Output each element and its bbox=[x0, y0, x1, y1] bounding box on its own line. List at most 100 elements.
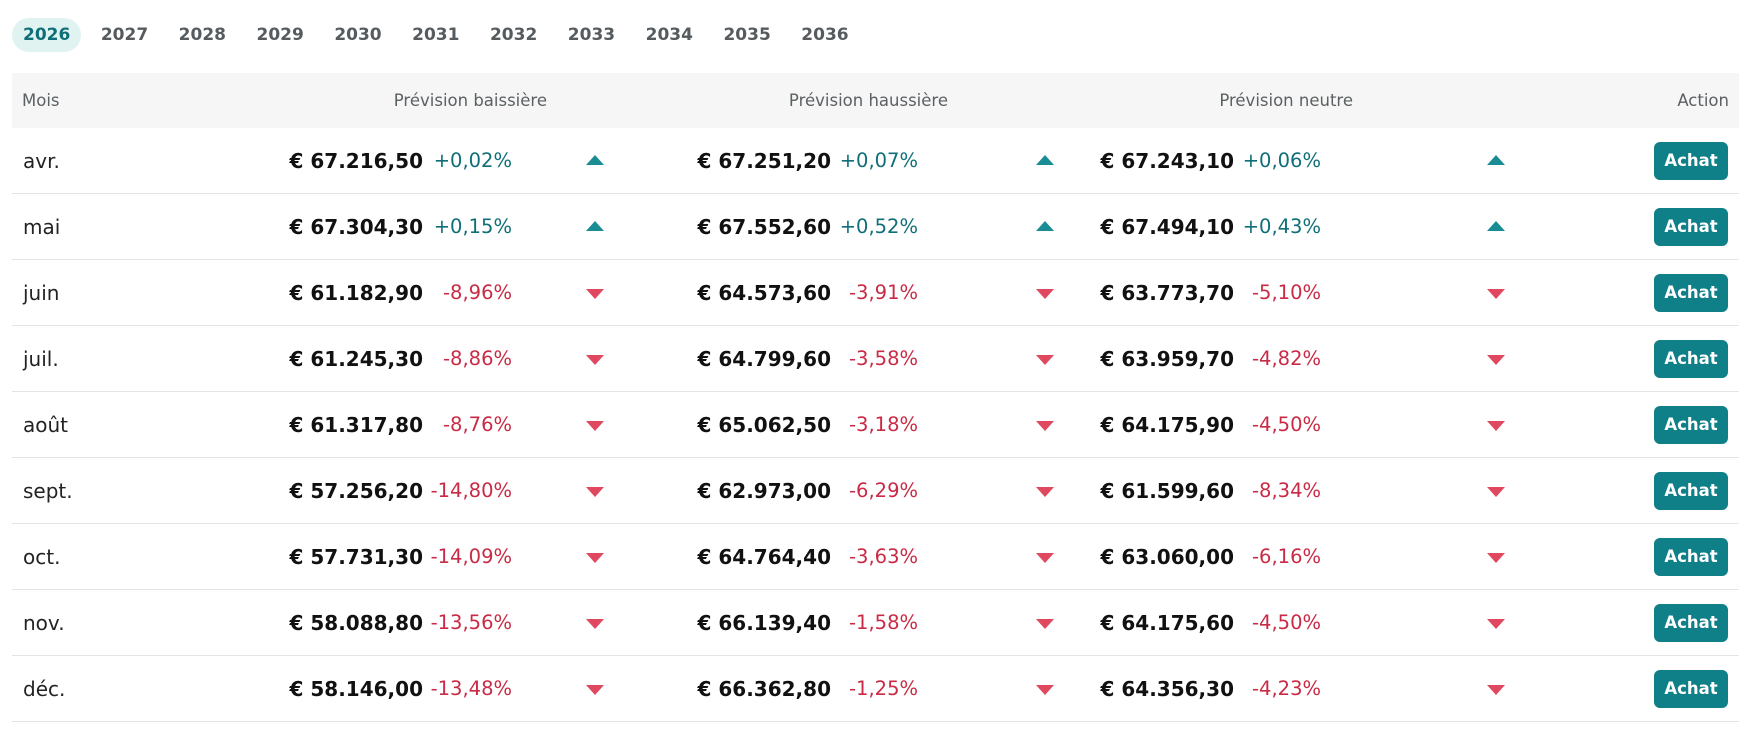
bear-change-percent: -8,96% bbox=[443, 281, 512, 304]
month-cell: juin bbox=[23, 281, 60, 305]
header-action: Action bbox=[1677, 91, 1729, 110]
bear-change-percent: +0,15% bbox=[433, 215, 512, 238]
bear-price: € 67.304,30 bbox=[289, 215, 424, 239]
year-tab-2029[interactable]: 2029 bbox=[256, 25, 304, 45]
triangle-down-icon bbox=[1036, 487, 1054, 497]
triangle-down-icon bbox=[586, 553, 604, 563]
triangle-down-icon bbox=[1487, 553, 1505, 563]
year-tab-2031[interactable]: 2031 bbox=[412, 25, 460, 45]
bull-price: € 66.139,40 bbox=[697, 611, 832, 635]
triangle-down-icon bbox=[1036, 355, 1054, 365]
header-month: Mois bbox=[22, 91, 60, 110]
triangle-down-icon bbox=[586, 685, 604, 695]
year-tab-2028[interactable]: 2028 bbox=[178, 25, 226, 45]
month-cell: août bbox=[23, 413, 69, 437]
bull-price: € 64.799,60 bbox=[697, 347, 832, 371]
triangle-down-icon bbox=[586, 289, 604, 299]
table-header: Mois Prévision baissière Prévision hauss… bbox=[12, 73, 1739, 128]
neut-price: € 67.243,10 bbox=[1100, 149, 1235, 173]
neut-change-percent: -5,10% bbox=[1252, 281, 1321, 304]
year-tab-2026[interactable]: 2026 bbox=[12, 18, 82, 52]
bear-change-percent: -8,76% bbox=[443, 413, 512, 436]
bull-change-percent: +0,52% bbox=[839, 215, 918, 238]
forecast-table: Mois Prévision baissière Prévision hauss… bbox=[12, 73, 1739, 722]
year-tab-2030[interactable]: 2030 bbox=[334, 25, 382, 45]
bull-price: € 67.251,20 bbox=[697, 149, 832, 173]
bull-change-percent: -3,91% bbox=[849, 281, 918, 304]
triangle-down-icon bbox=[1036, 289, 1054, 299]
buy-button[interactable]: Achat bbox=[1654, 538, 1728, 576]
neut-price: € 63.959,70 bbox=[1100, 347, 1235, 371]
triangle-down-icon bbox=[586, 487, 604, 497]
table-row: août € 61.317,80 -8,76% € 65.062,50 -3,18% € … bbox=[12, 392, 1739, 458]
neut-change-percent: +0,06% bbox=[1242, 149, 1321, 172]
year-tab-2034[interactable]: 2034 bbox=[645, 25, 693, 45]
bear-change-percent: -14,80% bbox=[430, 479, 512, 502]
triangle-down-icon bbox=[586, 619, 604, 629]
neut-change-percent: -4,50% bbox=[1252, 611, 1321, 634]
table-row: oct. € 57.731,30 -14,09% € 64.764,40 -3,63% €… bbox=[12, 524, 1739, 590]
year-tab-2036[interactable]: 2036 bbox=[801, 25, 849, 45]
month-cell: avr. bbox=[23, 149, 60, 173]
buy-button[interactable]: Achat bbox=[1654, 340, 1728, 378]
bull-price: € 67.552,60 bbox=[697, 215, 832, 239]
triangle-down-icon bbox=[1487, 619, 1505, 629]
buy-button[interactable]: Achat bbox=[1654, 406, 1728, 444]
triangle-down-icon bbox=[1487, 355, 1505, 365]
bull-price: € 66.362,80 bbox=[697, 677, 832, 701]
year-tab-2032[interactable]: 2032 bbox=[489, 25, 538, 45]
triangle-up-icon bbox=[586, 155, 604, 165]
table-row: avr. € 67.216,50 +0,02% € 67.251,20 +0,07% € … bbox=[12, 128, 1739, 194]
month-cell: juil. bbox=[23, 347, 59, 371]
bear-price: € 67.216,50 bbox=[289, 149, 424, 173]
bear-price: € 57.256,20 bbox=[289, 479, 424, 503]
buy-button[interactable]: Achat bbox=[1654, 208, 1728, 246]
triangle-up-icon bbox=[1036, 155, 1054, 165]
year-tab-2033[interactable]: 2033 bbox=[567, 25, 616, 45]
triangle-up-icon bbox=[1487, 155, 1505, 165]
year-tabs: 2026 2027 2028 2029 2030 2031 2032 2033 2034 2035… bbox=[12, 18, 868, 52]
bull-price: € 62.973,00 bbox=[697, 479, 832, 503]
bear-price: € 61.245,30 bbox=[289, 347, 424, 371]
buy-button[interactable]: Achat bbox=[1654, 604, 1728, 642]
month-cell: mai bbox=[23, 215, 61, 239]
triangle-up-icon bbox=[1487, 221, 1505, 231]
month-cell: oct. bbox=[23, 545, 61, 569]
buy-button[interactable]: Achat bbox=[1654, 472, 1728, 510]
triangle-down-icon bbox=[1487, 487, 1505, 497]
triangle-down-icon bbox=[1036, 421, 1054, 431]
triangle-down-icon bbox=[1487, 685, 1505, 695]
buy-button[interactable]: Achat bbox=[1654, 274, 1728, 312]
bull-price: € 65.062,50 bbox=[697, 413, 832, 437]
buy-button[interactable]: Achat bbox=[1654, 670, 1728, 708]
bear-change-percent: -13,56% bbox=[430, 611, 512, 634]
triangle-down-icon bbox=[1487, 289, 1505, 299]
year-tab-2035[interactable]: 2035 bbox=[723, 25, 771, 45]
triangle-down-icon bbox=[1036, 553, 1054, 563]
bear-price: € 58.088,80 bbox=[289, 611, 424, 635]
triangle-up-icon bbox=[586, 221, 604, 231]
table-row: juin € 61.182,90 -8,96% € 64.573,60 -3,91% € … bbox=[12, 260, 1739, 326]
triangle-up-icon bbox=[1036, 221, 1054, 231]
bull-change-percent: +0,07% bbox=[839, 149, 918, 172]
header-bullish: Prévision haussière bbox=[788, 91, 948, 110]
triangle-down-icon bbox=[1036, 619, 1054, 629]
bear-price: € 61.182,90 bbox=[289, 281, 424, 305]
bull-price: € 64.764,40 bbox=[697, 545, 832, 569]
triangle-down-icon bbox=[1487, 421, 1505, 431]
bear-price: € 61.317,80 bbox=[289, 413, 424, 437]
neut-price: € 64.356,30 bbox=[1100, 677, 1235, 701]
header-bearish: Prévision baissière bbox=[393, 91, 547, 110]
year-tab-2027[interactable]: 2027 bbox=[100, 25, 149, 45]
table-row: nov. € 58.088,80 -13,56% € 66.139,40 -1,58% €… bbox=[12, 590, 1739, 656]
bull-change-percent: -3,58% bbox=[849, 347, 918, 370]
bull-change-percent: -3,63% bbox=[849, 545, 918, 568]
neut-change-percent: -8,34% bbox=[1252, 479, 1321, 502]
neut-price: € 63.060,00 bbox=[1100, 545, 1235, 569]
buy-button[interactable]: Achat bbox=[1654, 142, 1728, 180]
bear-price: € 57.731,30 bbox=[289, 545, 424, 569]
bear-change-percent: -8,86% bbox=[443, 347, 512, 370]
header-neutral: Prévision neutre bbox=[1219, 91, 1353, 110]
month-cell: déc. bbox=[23, 677, 66, 701]
neut-price: € 64.175,90 bbox=[1100, 413, 1235, 437]
